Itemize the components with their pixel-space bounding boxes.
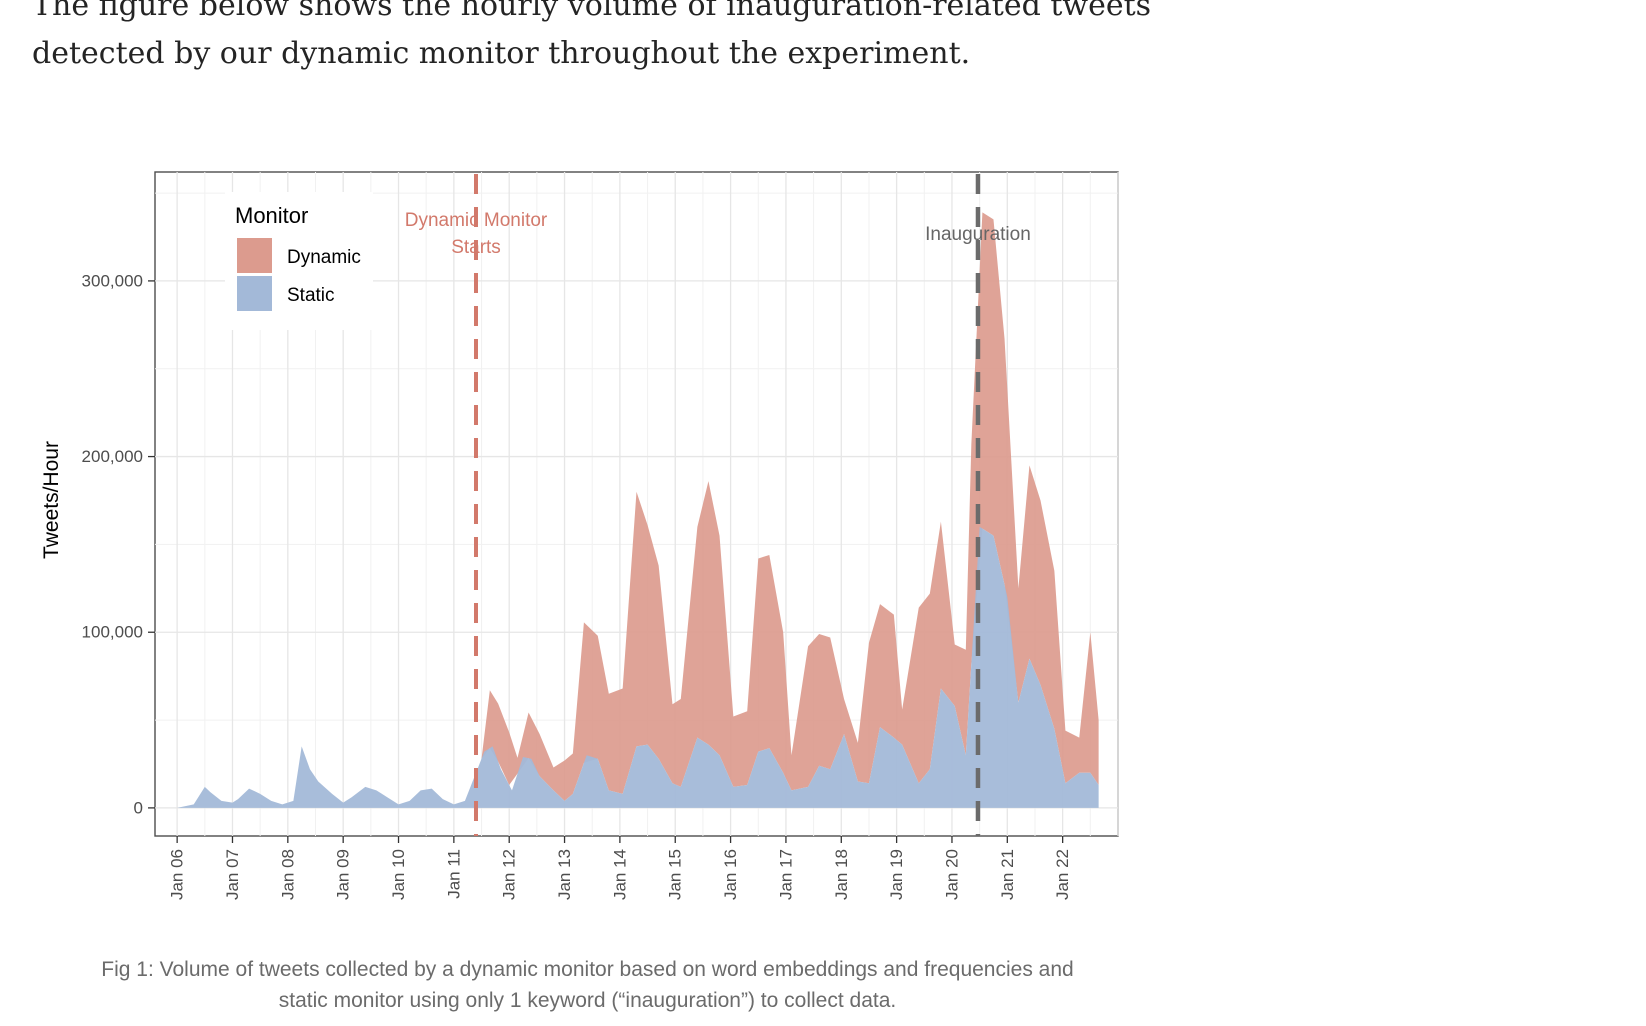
y-tick-label: 300,000 [82,271,143,290]
y-tick-label: 100,000 [82,623,143,642]
figure-caption: Fig 1: Volume of tweets collected by a d… [40,954,1135,1016]
x-tick-label: Jan 19 [887,849,906,900]
axis-labels: Jan 06 Jan 07 Jan 08 Jan 09 Jan 10 Jan 11 Jan … [82,271,1073,900]
x-tick-label: Jan 17 [776,849,795,900]
caption-line-1: Fig 1: Volume of tweets collected by a d… [101,958,1074,981]
x-tick-label: Jan 12 [500,849,519,900]
area-static [177,526,1099,808]
legend-label-dynamic: Dynamic [287,247,361,268]
annotation-lines [474,174,981,836]
caption-line-2: static monitor using only 1 keyword (“in… [278,989,897,1012]
legend-label-static: Static [287,285,335,306]
legend-title: Monitor [235,203,308,228]
series-areas [177,212,1099,808]
x-tick-label: Jan 10 [389,849,408,900]
legend-swatch-dynamic [237,238,272,273]
inauguration-label: Inauguration [925,224,1031,245]
x-tick-label: Jan 13 [555,849,574,900]
dynamic-start-label-line-2: Starts [451,237,501,258]
x-tick-label: Jan 20 [942,849,961,900]
x-tick-label: Jan 14 [610,849,629,900]
area-dynamic [481,212,1099,801]
x-tick-label: Jan 07 [223,849,242,900]
dynamic-start-label-line-1: Dynamic Monitor [405,210,548,231]
x-tick-label: Jan 08 [278,849,297,900]
area-chart: Jan 06 Jan 07 Jan 08 Jan 09 Jan 10 Jan 11 Jan … [40,171,1119,900]
x-tick-label: Jan 18 [832,849,851,900]
intro-paragraph: The figure below shows the hourly volume… [32,0,1152,78]
x-tick-label: Jan 15 [666,849,685,900]
x-tick-label: Jan 11 [444,849,463,899]
y-axis-label: Tweets/Hour [40,441,63,559]
intro-line-2: detected by our dynamic monitor througho… [32,36,971,71]
y-tick-label: 0 [134,798,143,817]
y-tick-label: 200,000 [82,447,143,466]
axis-ticks [148,280,1064,843]
x-tick-label: Jan 21 [998,849,1017,900]
x-tick-label: Jan 16 [721,849,740,900]
legend-swatch-static [237,276,272,311]
x-tick-label: Jan 06 [168,849,187,900]
dynamic-start-annotation: Dynamic Monitor Starts [405,210,548,258]
x-tick-label: Jan 22 [1053,849,1072,900]
intro-line-1: The figure below shows the hourly volume… [32,0,1152,23]
x-tick-label: Jan 09 [334,849,353,900]
legend: Monitor Dynamic Static [225,192,373,330]
